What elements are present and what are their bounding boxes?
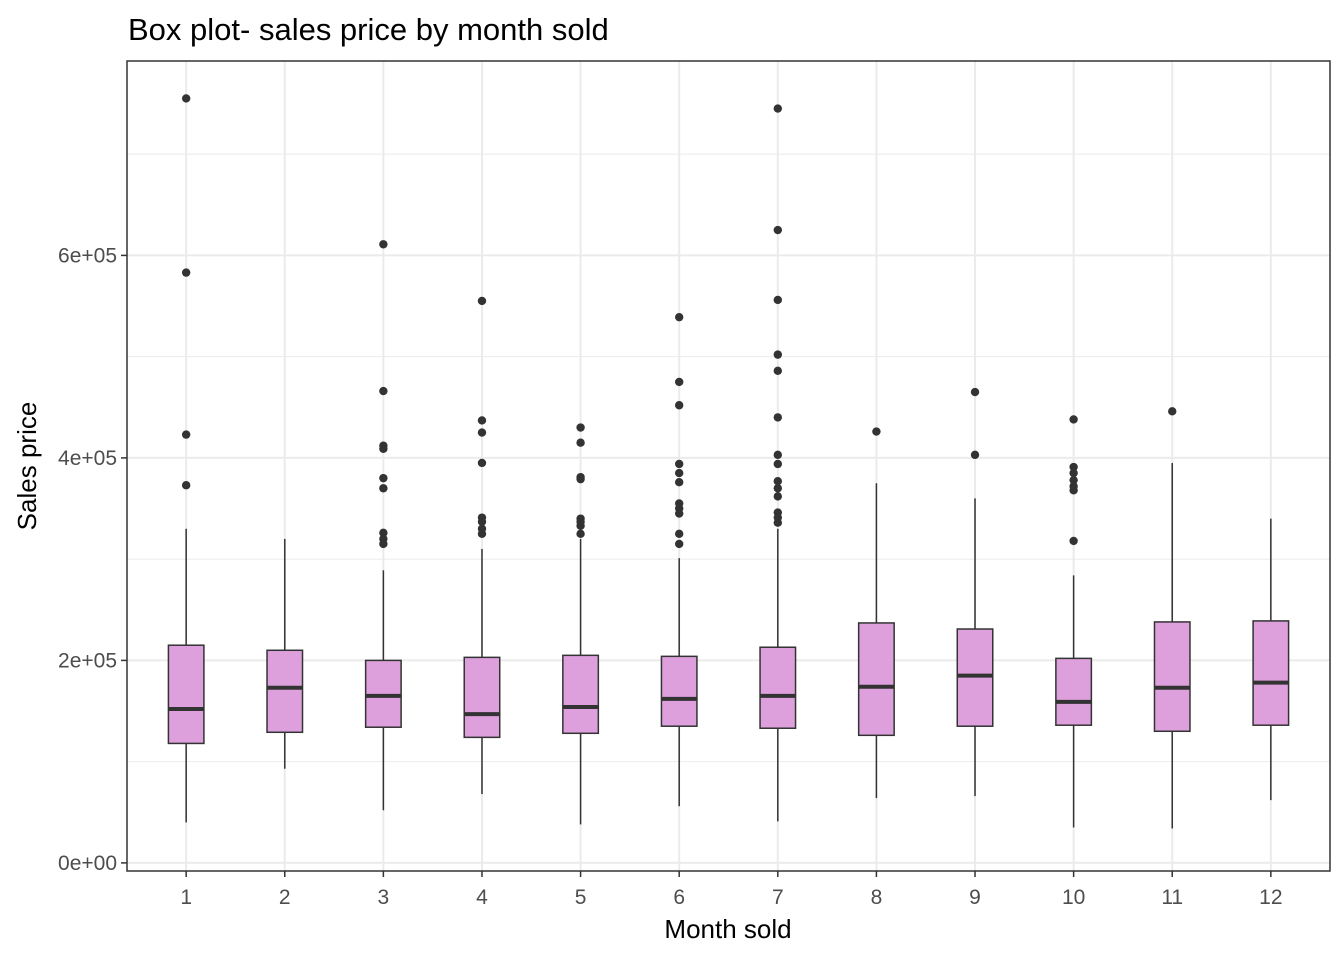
outlier-point [773, 350, 783, 359]
outlier-point [477, 513, 487, 522]
outlier-point [1069, 415, 1078, 424]
outlier-point [379, 473, 388, 483]
outlier-point [576, 514, 585, 523]
outlier-point [674, 377, 684, 387]
x-tick-label: 3 [378, 886, 390, 909]
x-axis: 1 2 3 4 5 6 7 8 9 10 11 12 [180, 871, 1283, 909]
chart-title: Box plot- sales price by month sold [128, 12, 609, 47]
outlier-point [773, 413, 783, 422]
box-month-5 [562, 654, 600, 735]
outlier-point [773, 450, 783, 460]
box-month-1 [167, 644, 205, 745]
grid [127, 61, 1330, 871]
x-axis-title: Month sold [664, 914, 791, 944]
outlier-point [773, 484, 783, 493]
outlier-point [773, 476, 783, 486]
x-tick-label: 8 [871, 886, 883, 909]
outlier-point [773, 225, 783, 235]
outlier-point [379, 240, 388, 249]
box-month-7 [759, 646, 797, 729]
outlier-point [1069, 468, 1078, 478]
outlier-point [477, 458, 487, 468]
y-axis-title: Sales price [12, 402, 42, 531]
outlier-point [674, 478, 684, 487]
y-tick-label: 4e+05 [58, 447, 117, 470]
y-tick-label: 6e+05 [58, 244, 117, 267]
y-tick-label: 0e+00 [58, 852, 117, 875]
outlier-point [379, 534, 388, 544]
x-tick-label: 2 [279, 886, 291, 909]
outlier-point [674, 468, 684, 478]
outlier-point [773, 459, 783, 469]
outlier-point [379, 386, 388, 396]
x-tick-label: 5 [575, 886, 587, 909]
box-month-11 [1153, 621, 1191, 733]
outlier-point [970, 450, 980, 460]
outlier-point [773, 104, 783, 113]
outlier-point [576, 529, 585, 539]
x-tick-label: 4 [476, 886, 488, 909]
x-tick-label: 12 [1259, 886, 1282, 909]
outlier-point [379, 441, 388, 450]
box-month-12 [1252, 620, 1290, 726]
x-tick-label: 9 [969, 886, 981, 909]
outlier-point [379, 484, 388, 493]
x-tick-label: 6 [673, 886, 685, 909]
outlier-point [1069, 536, 1078, 546]
outlier-point [773, 492, 783, 501]
outlier-point [674, 499, 684, 508]
panel-border [126, 60, 1331, 872]
outlier-point [1168, 407, 1177, 416]
outlier-point [181, 430, 191, 439]
outlier-point [576, 438, 585, 447]
outlier-point [477, 524, 487, 533]
outlier-point [181, 94, 191, 103]
box-month-9 [956, 628, 994, 727]
box-month-2 [266, 649, 304, 734]
x-tick-label: 7 [772, 886, 784, 909]
x-tick-label: 10 [1062, 886, 1085, 909]
box-month-4 [463, 656, 501, 739]
boxes [167, 462, 1290, 829]
box-month-10 [1055, 657, 1093, 726]
outlier-point [1069, 462, 1078, 472]
outlier-point [773, 366, 783, 376]
outlier-point [674, 529, 684, 539]
y-tick-label: 2e+05 [58, 649, 117, 672]
box-month-3 [364, 659, 402, 728]
outlier-point [970, 387, 980, 397]
box-month-6 [660, 655, 698, 727]
x-tick-label: 1 [180, 886, 192, 909]
y-axis: 0e+00 2e+05 4e+05 6e+05 [58, 244, 127, 875]
outliers [181, 94, 1177, 549]
outlier-point [674, 401, 684, 410]
outlier-point [477, 416, 487, 425]
outlier-point [674, 539, 684, 549]
outlier-point [181, 481, 191, 490]
outlier-point [477, 428, 487, 437]
outlier-point [674, 459, 684, 469]
outlier-point [379, 528, 388, 538]
outlier-point [773, 295, 783, 305]
x-tick-label: 11 [1161, 886, 1183, 909]
outlier-point [872, 427, 881, 436]
outlier-point [576, 472, 585, 482]
outlier-point [1069, 475, 1078, 485]
outlier-point [1069, 482, 1078, 491]
outlier-point [576, 423, 585, 432]
outlier-point [477, 296, 487, 306]
box-month-8 [857, 622, 895, 737]
outlier-point [674, 312, 684, 322]
outlier-point [181, 268, 191, 277]
outlier-point [773, 508, 783, 517]
